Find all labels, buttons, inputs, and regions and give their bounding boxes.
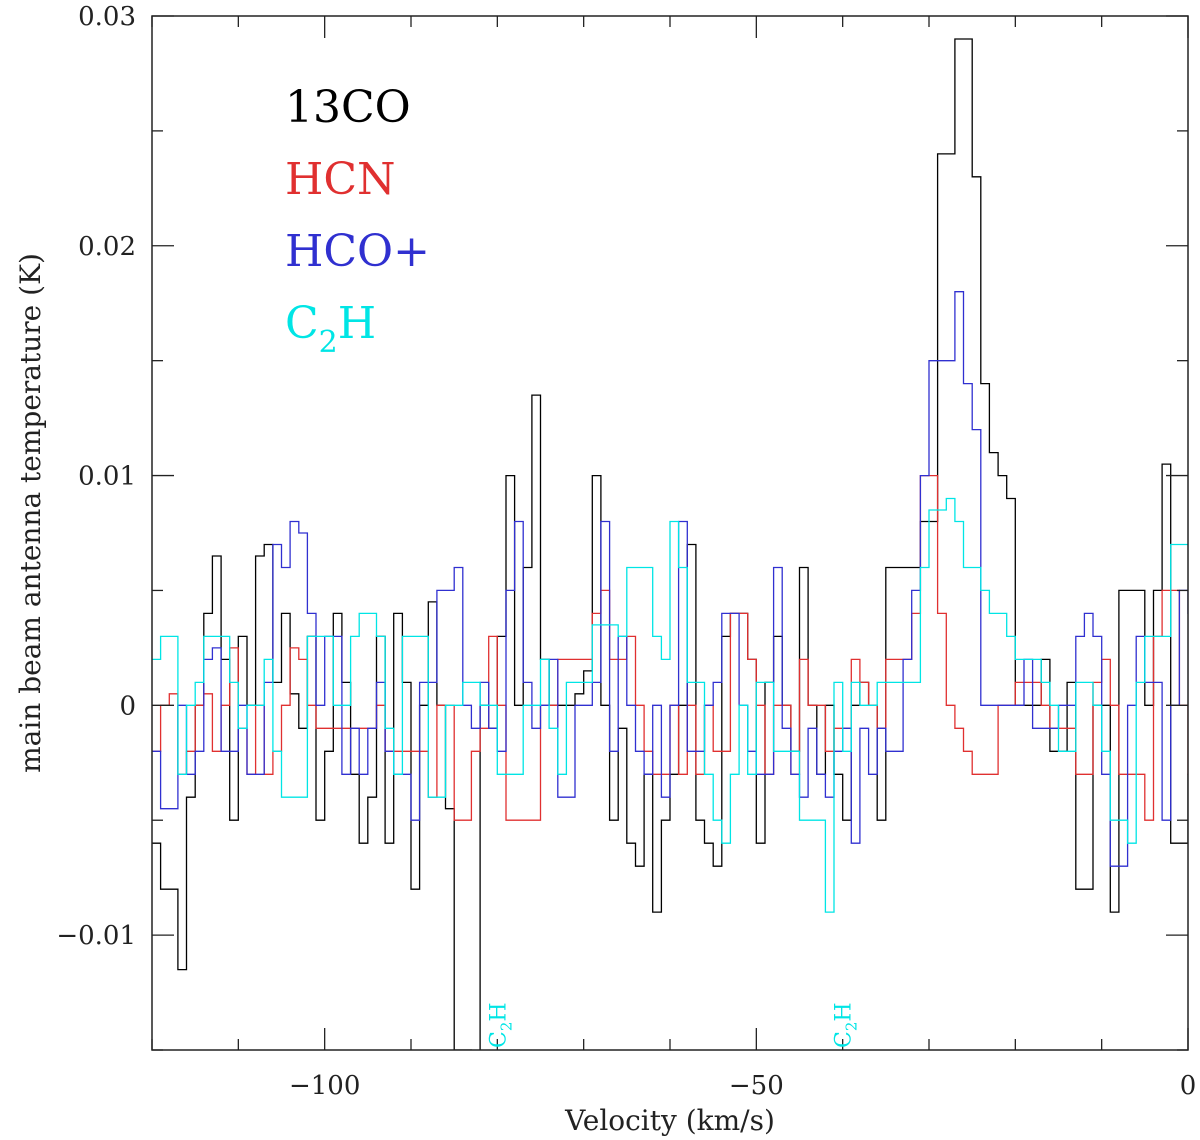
series-line-1 bbox=[152, 474, 1188, 821]
series-line-2 bbox=[152, 291, 1188, 867]
annotations: C2H C2H bbox=[486, 1002, 860, 1048]
y-tick-label: −0.01 bbox=[56, 921, 136, 951]
legend: 13CO HCN HCO+ C2H bbox=[285, 82, 430, 360]
x-tick-label: 0 bbox=[1180, 1071, 1197, 1101]
ticks-layer: −100 −50 0 −0.01 0 0.01 0.02 0.03 bbox=[56, 2, 1196, 1101]
legend-entry-2: HCO+ bbox=[285, 226, 430, 277]
annotation-marker-1: C2H bbox=[832, 1002, 861, 1048]
x-tick-label: −100 bbox=[289, 1071, 360, 1101]
y-tick-label: 0.01 bbox=[78, 462, 136, 492]
annotation-marker-0: C2H bbox=[486, 1002, 515, 1048]
x-tick-label: −50 bbox=[729, 1071, 784, 1101]
x-axis-title: Velocity (km/s) bbox=[564, 1104, 775, 1137]
y-tick-label: 0 bbox=[119, 691, 136, 721]
series-layer bbox=[152, 38, 1188, 1050]
series-line-3 bbox=[152, 497, 1188, 913]
y-tick-label: 0.02 bbox=[78, 232, 136, 262]
legend-entry-3: C2H bbox=[285, 298, 376, 360]
legend-entry-0: 13CO bbox=[285, 82, 411, 133]
legend-entry-1: HCN bbox=[285, 154, 396, 205]
y-axis-title: main beam antenna temperature (K) bbox=[14, 253, 47, 773]
y-tick-label: 0.03 bbox=[78, 2, 136, 32]
